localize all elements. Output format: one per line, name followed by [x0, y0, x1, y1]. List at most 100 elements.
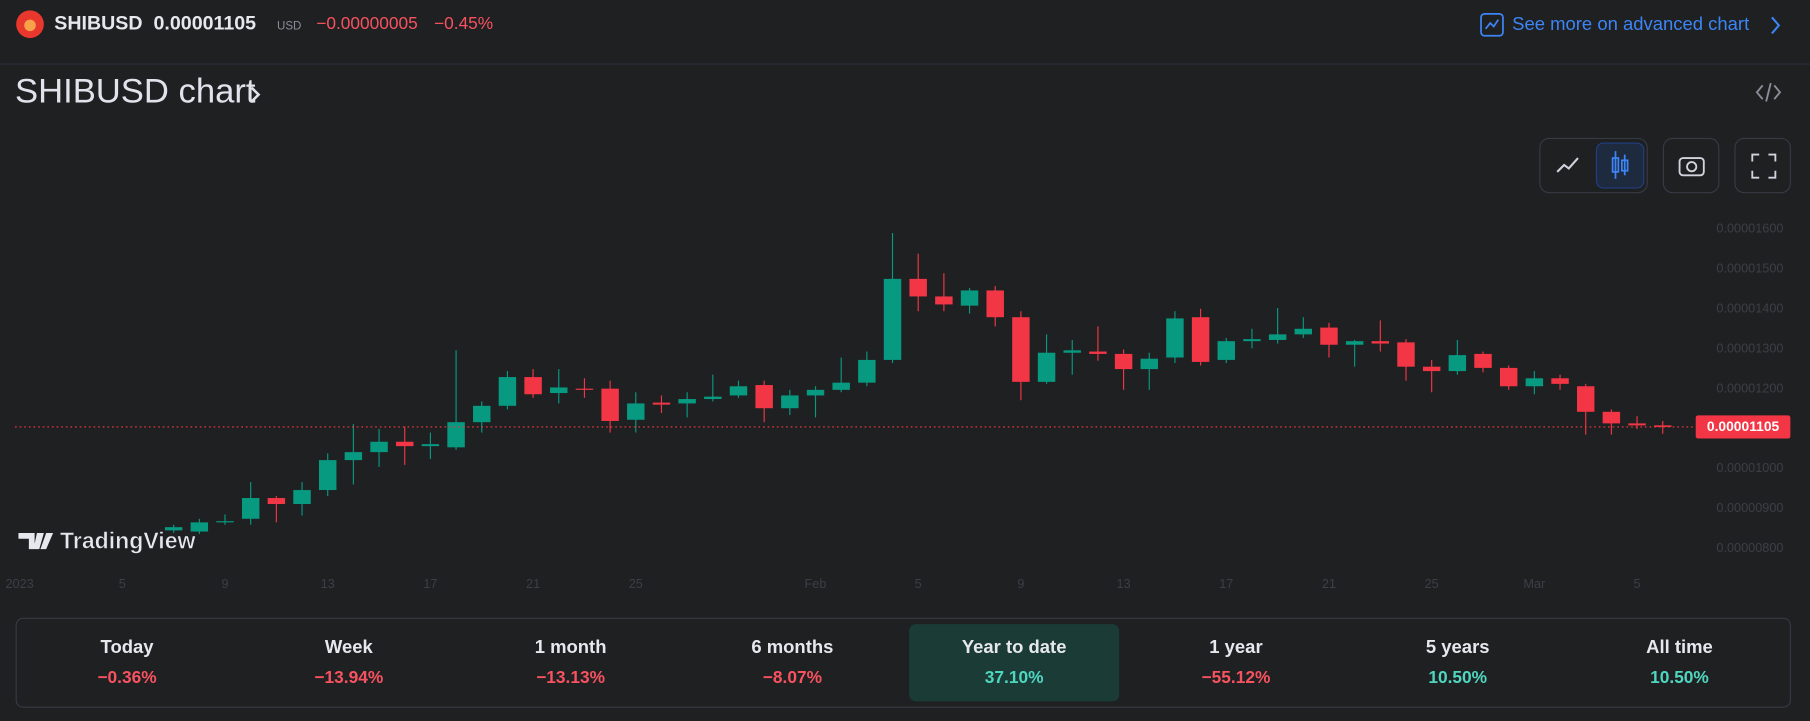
x-tick-label: 5 — [915, 577, 922, 591]
candle-body — [293, 490, 311, 505]
last-price-tag — [1695, 415, 1791, 439]
period-change: 10.50% — [1428, 667, 1487, 687]
period-button[interactable]: Week −13.94% — [314, 636, 383, 687]
chart-style-group — [1539, 137, 1648, 194]
period-change: −13.13% — [536, 667, 605, 687]
link-icon-line — [1484, 19, 1500, 30]
period-button[interactable]: Year to date 37.10% — [909, 624, 1120, 702]
x-tick-label: 9 — [221, 577, 228, 591]
candle-style-button[interactable] — [1595, 142, 1645, 189]
candle-body — [1371, 341, 1390, 344]
period-label: Week — [325, 636, 374, 657]
x-tick-label: 13 — [1117, 577, 1131, 591]
currency: USD — [277, 21, 301, 33]
candle-body — [575, 388, 594, 390]
y-tick-label: 0.00001200 — [1716, 381, 1783, 395]
line-style-button[interactable] — [1556, 157, 1579, 173]
candle-body — [1448, 355, 1467, 372]
candle-body — [1654, 425, 1672, 427]
period-label: All time — [1646, 636, 1713, 657]
candle-body — [396, 441, 414, 447]
camera-icon — [1686, 161, 1698, 173]
screenshot-button[interactable] — [1662, 137, 1720, 194]
selected-period — [909, 624, 1120, 702]
candle-body — [241, 498, 260, 519]
candle-body — [1166, 318, 1184, 358]
candle-body — [883, 278, 902, 360]
price: 0.00001105 — [154, 12, 257, 34]
x-tick-label: Mar — [1523, 577, 1546, 591]
candle-body — [627, 403, 645, 420]
candle-body — [1397, 342, 1415, 367]
period-label: Today — [101, 636, 155, 657]
x-tick-label: 17 — [423, 577, 437, 591]
x-tick-label: 2023 — [6, 577, 34, 591]
x-tick-label: 25 — [629, 577, 643, 591]
period-button[interactable]: 1 month −13.13% — [535, 636, 607, 687]
candle-body — [1499, 367, 1518, 387]
candle-body — [652, 402, 671, 405]
period-change: 10.50% — [1650, 667, 1709, 687]
period-change: −13.94% — [314, 667, 383, 687]
candle-body — [1243, 339, 1261, 342]
period-button[interactable]: 1 year −55.12% — [1202, 636, 1271, 687]
candle-body — [1089, 351, 1107, 354]
candle-body — [267, 498, 286, 505]
period-label: 1 month — [535, 636, 607, 657]
period-button[interactable]: Today −0.36% — [97, 636, 156, 687]
candle-body — [1191, 317, 1210, 362]
candle-body — [1628, 423, 1646, 426]
period-change: −55.12% — [1202, 667, 1271, 687]
period-change: 37.10% — [985, 667, 1044, 687]
x-tick-label: Feb — [805, 577, 827, 591]
candle-body — [729, 386, 748, 396]
embed-icon — [1765, 82, 1772, 102]
candle-body — [164, 527, 183, 531]
candle-body — [935, 296, 953, 305]
candle-body — [344, 452, 363, 461]
candle-body — [1474, 353, 1492, 368]
candle-body — [1217, 341, 1236, 360]
candle-body — [704, 396, 722, 400]
candle-body — [986, 290, 1004, 318]
advanced-chart-link[interactable]: See more on advanced chart — [1480, 12, 1781, 37]
candle-body — [1012, 317, 1030, 382]
fullscreen-button[interactable] — [1734, 137, 1791, 194]
x-tick-label: 5 — [1634, 577, 1641, 591]
price-change-percent: −0.45% — [434, 13, 493, 33]
candle-body — [781, 395, 799, 409]
button-frame — [1662, 137, 1720, 194]
candle-body — [524, 377, 542, 395]
period-label: 5 years — [1426, 636, 1490, 657]
symbol: SHIBUSD — [54, 12, 142, 34]
x-tick-label: 17 — [1219, 577, 1233, 591]
candle-body — [370, 441, 388, 453]
periods: Today −0.36% Week −13.94% 1 month −13.13% 6 mo… — [97, 624, 1713, 702]
y-tick-label: 0.00001600 — [1716, 222, 1783, 236]
periods-panel — [15, 617, 1791, 708]
candle-body — [755, 385, 773, 409]
period-button[interactable]: All time 10.50% — [1646, 636, 1713, 687]
period-button[interactable]: 5 years 10.50% — [1426, 636, 1490, 687]
embed-icon — [1773, 84, 1782, 100]
candle-body — [190, 522, 209, 532]
last-price-label: 0.00001105 — [1707, 418, 1780, 434]
chart-title-link[interactable]: SHIBUSD chart — [15, 73, 261, 111]
x-tick-label: 13 — [321, 577, 335, 591]
candle-body — [447, 422, 465, 448]
embed-button[interactable] — [1755, 82, 1782, 102]
coin-icon-face — [24, 19, 36, 32]
period-button[interactable]: 6 months −8.07% — [751, 636, 833, 687]
line-icon — [1556, 157, 1579, 173]
candle-body — [960, 290, 979, 306]
period-change: −8.07% — [763, 667, 822, 687]
period-label: 1 year — [1209, 636, 1262, 657]
candle-body — [550, 387, 568, 394]
period-label: 6 months — [751, 636, 833, 657]
x-tick-label: 25 — [1425, 577, 1439, 591]
candle-body — [1422, 366, 1441, 372]
candle-body — [421, 444, 440, 447]
